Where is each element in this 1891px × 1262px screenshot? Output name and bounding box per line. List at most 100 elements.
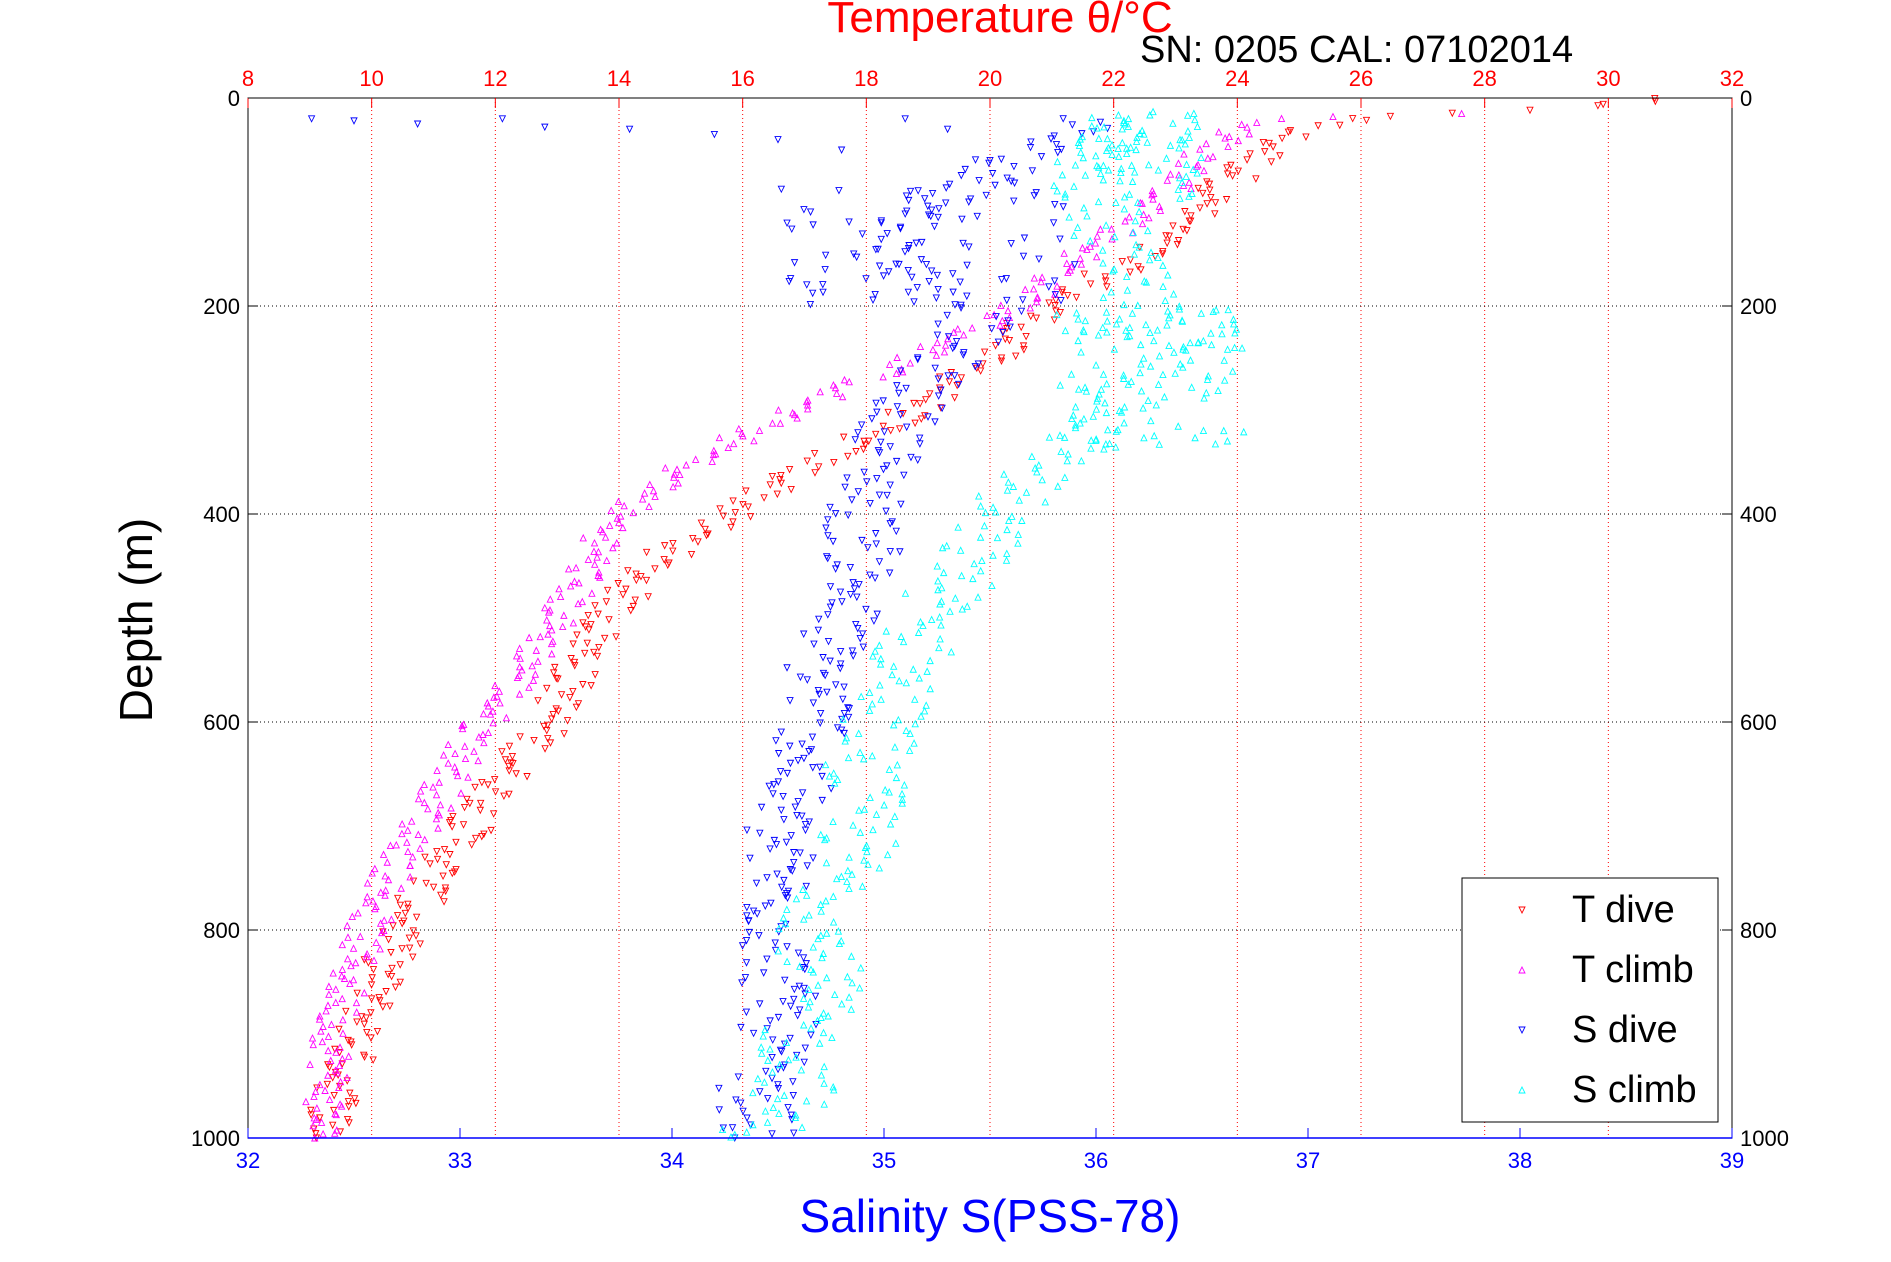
data-point (362, 952, 371, 961)
data-point (976, 367, 985, 375)
data-point (1122, 326, 1130, 334)
data-point (1185, 178, 1193, 186)
data-point (744, 917, 753, 926)
legend-label: S dive (1572, 1009, 1678, 1051)
data-point (743, 1114, 751, 1123)
data-point (339, 1029, 347, 1037)
data-point (1063, 456, 1071, 465)
data-point (327, 1056, 335, 1065)
data-point (875, 558, 884, 566)
data-point (816, 710, 825, 718)
data-point (332, 985, 340, 993)
data-point (1207, 329, 1215, 337)
salinity-tick-label: 32 (236, 1148, 260, 1173)
data-point (478, 778, 486, 787)
data-point (801, 1044, 810, 1053)
data-point (587, 682, 595, 690)
temperature-tick-label: 24 (1225, 66, 1249, 91)
data-point (327, 1020, 336, 1028)
data-point (708, 457, 716, 465)
data-point (491, 681, 499, 690)
data-point (1228, 367, 1237, 375)
data-point (493, 692, 501, 700)
data-point (1127, 377, 1135, 385)
data-point (774, 136, 782, 144)
data-point (742, 936, 751, 945)
data-point (763, 955, 771, 964)
data-point (1137, 386, 1146, 395)
data-point (1026, 303, 1034, 312)
data-point (777, 883, 786, 892)
data-point (769, 790, 777, 798)
data-point (724, 443, 732, 451)
data-point (1112, 198, 1120, 206)
data-point (936, 634, 944, 643)
data-point (949, 288, 957, 297)
data-point (445, 819, 454, 827)
data-point (838, 598, 846, 606)
data-point (834, 927, 843, 935)
data-point (689, 534, 697, 543)
data-point (1192, 162, 1201, 170)
data-point (1164, 270, 1172, 279)
data-point (780, 876, 788, 885)
data-point (1211, 199, 1220, 207)
data-point (971, 156, 980, 164)
data-point (461, 754, 470, 763)
data-point (501, 756, 510, 764)
series-s-dive (307, 115, 1112, 1143)
data-point (942, 541, 951, 550)
data-point (881, 785, 889, 794)
data-point (882, 507, 890, 516)
data-point (1253, 118, 1261, 126)
data-point (1212, 305, 1220, 314)
data-point (1070, 231, 1078, 239)
data-point (583, 639, 592, 648)
data-point (901, 210, 909, 218)
data-point (879, 272, 888, 280)
data-point (1117, 168, 1125, 176)
data-point (957, 172, 965, 180)
data-point (839, 715, 847, 723)
data-point (924, 211, 933, 219)
data-point (763, 874, 771, 882)
data-point (865, 688, 874, 696)
data-point (854, 488, 863, 496)
data-point (934, 320, 942, 329)
data-point (768, 472, 777, 481)
data-point (845, 993, 853, 1001)
data-point (691, 455, 700, 463)
data-point (351, 958, 360, 967)
data-point (821, 671, 829, 680)
data-point (1127, 161, 1136, 169)
temperature-tick-label: 16 (730, 66, 754, 91)
data-point (591, 602, 599, 610)
data-point (352, 998, 361, 1007)
data-point (1119, 371, 1128, 379)
data-point (809, 699, 818, 707)
data-point (934, 576, 942, 585)
data-point (1146, 362, 1155, 370)
data-point (766, 1045, 774, 1053)
data-point (1099, 161, 1108, 170)
data-point (846, 564, 855, 572)
data-point (515, 690, 524, 698)
data-point (369, 966, 378, 974)
depth-tick-label-left: 400 (203, 502, 240, 527)
data-point (863, 478, 871, 486)
data-point (731, 509, 740, 517)
data-point (673, 465, 681, 473)
data-point (346, 1089, 354, 1098)
salinity-tick-label: 34 (660, 1148, 684, 1173)
data-point (944, 333, 953, 341)
salinity-tick-label: 39 (1720, 1148, 1744, 1173)
data-point (1140, 130, 1148, 138)
legend-marker (1518, 906, 1526, 915)
data-point (982, 191, 990, 200)
data-point (742, 1128, 751, 1136)
data-point (1149, 195, 1157, 203)
data-point (1110, 265, 1118, 273)
data-point (669, 547, 677, 556)
data-point (901, 115, 909, 123)
